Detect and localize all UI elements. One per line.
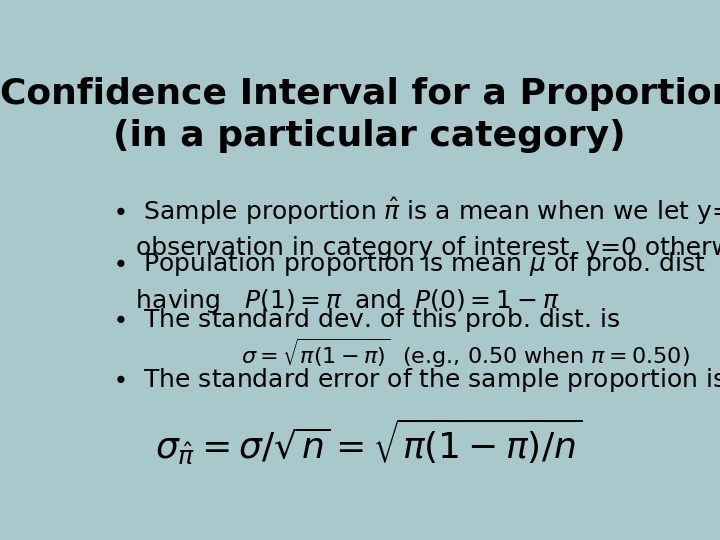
Text: $\bullet$  The standard dev. of this prob. dist. is: $\bullet$ The standard dev. of this prob…: [112, 306, 621, 334]
Text: $\bullet$  Sample proportion $\hat{\pi}$ is a mean when we let y=1 for
   observ: $\bullet$ Sample proportion $\hat{\pi}$ …: [112, 196, 720, 260]
Text: $\bullet$  The standard error of the sample proportion is: $\bullet$ The standard error of the samp…: [112, 366, 720, 394]
Text: Confidence Interval for a Proportion
(in a particular category): Confidence Interval for a Proportion (in…: [0, 77, 720, 153]
Text: $\bullet$  Population proportion is mean $\mu$ of prob. dist
   having   $P(1) =: $\bullet$ Population proportion is mean …: [112, 250, 706, 315]
Text: $\sigma = \sqrt{\pi(1-\pi)}$  (e.g., 0.50 when $\pi = 0.50$): $\sigma = \sqrt{\pi(1-\pi)}$ (e.g., 0.50…: [240, 337, 690, 370]
Text: $\sigma_{\hat{\pi}} = \sigma / \sqrt{n} = \sqrt{\pi(1-\pi)/n}$: $\sigma_{\hat{\pi}} = \sigma / \sqrt{n} …: [156, 416, 582, 465]
